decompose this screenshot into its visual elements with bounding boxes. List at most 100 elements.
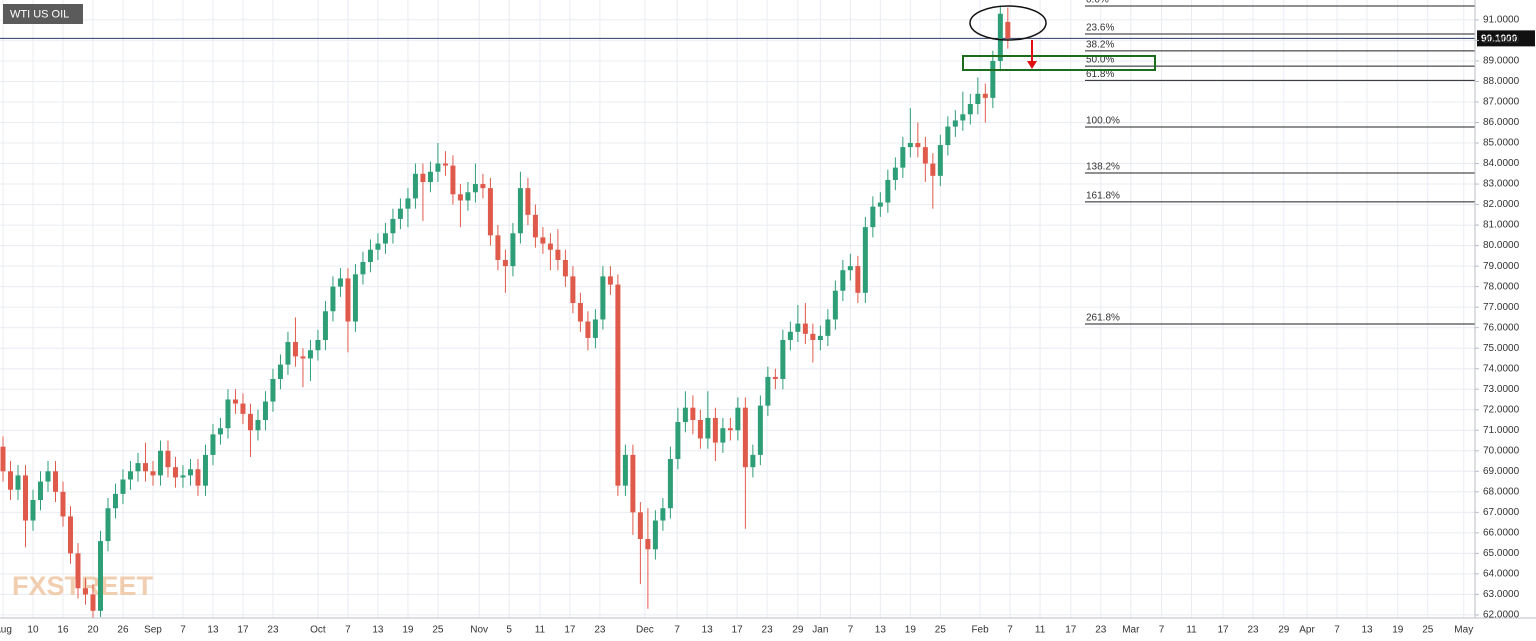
candle-body bbox=[127, 471, 133, 480]
x-tick-label: 19 bbox=[1392, 625, 1404, 636]
candle-body bbox=[712, 417, 718, 443]
candle-body bbox=[270, 378, 276, 402]
fib-label: 161.8% bbox=[1086, 191, 1120, 202]
candle-body bbox=[405, 198, 411, 209]
candle-body bbox=[322, 311, 328, 340]
candle-body bbox=[772, 376, 778, 379]
candle-body bbox=[727, 428, 733, 431]
candle-body bbox=[307, 350, 313, 359]
candle-body bbox=[757, 405, 763, 455]
x-tick-label: 20 bbox=[87, 625, 99, 636]
y-tick-label: 69.0000 bbox=[1483, 466, 1520, 477]
candle-body bbox=[292, 342, 298, 357]
candle-body bbox=[225, 399, 231, 429]
y-tick-label: 91.0000 bbox=[1483, 15, 1520, 26]
x-tick-label: Oct bbox=[310, 625, 326, 636]
candle-body bbox=[750, 454, 756, 468]
x-tick-label: 7 bbox=[1007, 625, 1013, 636]
x-tick-label: Aug bbox=[0, 625, 12, 636]
x-tick-label: 7 bbox=[345, 625, 351, 636]
candle-body bbox=[937, 145, 943, 176]
candle-body bbox=[390, 218, 396, 234]
candle-body bbox=[142, 463, 148, 472]
candle-body bbox=[382, 233, 388, 244]
candle-body bbox=[997, 13, 1003, 61]
last-price-label: 90.1000 bbox=[1481, 34, 1518, 45]
x-tick-label: 17 bbox=[564, 625, 576, 636]
x-tick-label: 13 bbox=[372, 625, 384, 636]
candle-body bbox=[787, 331, 793, 340]
candle-body bbox=[37, 481, 43, 501]
candle-body bbox=[60, 491, 66, 517]
candle-body bbox=[135, 463, 141, 472]
candle-body bbox=[240, 403, 246, 414]
candle-body bbox=[840, 270, 846, 291]
candle-body bbox=[600, 276, 606, 320]
candle-body bbox=[300, 356, 306, 359]
y-tick-label: 89.0000 bbox=[1483, 56, 1520, 67]
candle-body bbox=[67, 516, 73, 554]
y-tick-label: 77.0000 bbox=[1483, 302, 1520, 313]
candle-body bbox=[630, 454, 636, 513]
x-tick-label: 29 bbox=[792, 625, 804, 636]
candle-body bbox=[172, 467, 178, 478]
x-tick-label: 11 bbox=[535, 625, 546, 636]
candle-body bbox=[870, 206, 876, 228]
x-tick-label: 26 bbox=[117, 625, 129, 636]
candle-body bbox=[952, 120, 958, 127]
x-tick-label: 7 bbox=[674, 625, 680, 636]
candle-body bbox=[412, 173, 418, 199]
candle-body bbox=[570, 276, 576, 304]
candle-body bbox=[592, 319, 598, 338]
y-tick-label: 71.0000 bbox=[1483, 425, 1520, 436]
candle-body bbox=[990, 60, 996, 98]
y-tick-label: 86.0000 bbox=[1483, 117, 1520, 128]
candle-body bbox=[982, 93, 988, 98]
y-tick-label: 88.0000 bbox=[1483, 76, 1520, 87]
x-tick-label: 7 bbox=[848, 625, 854, 636]
x-tick-label: Feb bbox=[971, 625, 989, 636]
candle-body bbox=[187, 469, 193, 476]
x-tick-label: 23 bbox=[1095, 625, 1107, 636]
last-price-box bbox=[1477, 30, 1535, 47]
candle-body bbox=[465, 192, 471, 201]
x-tick-label: 13 bbox=[207, 625, 219, 636]
candle-body bbox=[210, 434, 216, 455]
x-tick-label: 7 bbox=[1334, 625, 1340, 636]
candle-body bbox=[705, 417, 711, 439]
y-tick-label: 62.0000 bbox=[1483, 610, 1520, 621]
y-tick-label: 81.0000 bbox=[1483, 220, 1520, 231]
y-tick-label: 67.0000 bbox=[1483, 507, 1520, 518]
candle-body bbox=[540, 237, 546, 244]
candle-body bbox=[607, 276, 613, 285]
x-tick-label: 17 bbox=[732, 625, 744, 636]
candle-body bbox=[967, 104, 973, 115]
x-tick-label: 25 bbox=[1422, 625, 1434, 636]
x-tick-label: 23 bbox=[1247, 625, 1259, 636]
x-tick-label: 16 bbox=[57, 625, 69, 636]
candle-body bbox=[0, 446, 6, 472]
y-tick-label: 74.0000 bbox=[1483, 363, 1520, 374]
candle-body bbox=[315, 339, 321, 351]
candle-body bbox=[960, 114, 966, 121]
candle-body bbox=[825, 319, 831, 336]
watermark: FXSTREET bbox=[12, 571, 154, 601]
x-tick-label: Sep bbox=[144, 625, 162, 636]
x-tick-label: Dec bbox=[636, 625, 654, 636]
candle-body bbox=[150, 471, 156, 476]
candle-body bbox=[397, 208, 403, 219]
x-tick-label: 17 bbox=[237, 625, 249, 636]
candle-body bbox=[420, 173, 426, 182]
candle-body bbox=[427, 171, 433, 182]
last-price: 90.1000 bbox=[0, 30, 1535, 47]
candle-body bbox=[120, 479, 126, 494]
candle-body bbox=[165, 450, 171, 468]
candle-body bbox=[435, 163, 441, 172]
candle-body bbox=[112, 493, 118, 509]
candle-body bbox=[285, 342, 291, 365]
candle-body bbox=[900, 147, 906, 168]
x-tick-label: 23 bbox=[594, 625, 606, 636]
